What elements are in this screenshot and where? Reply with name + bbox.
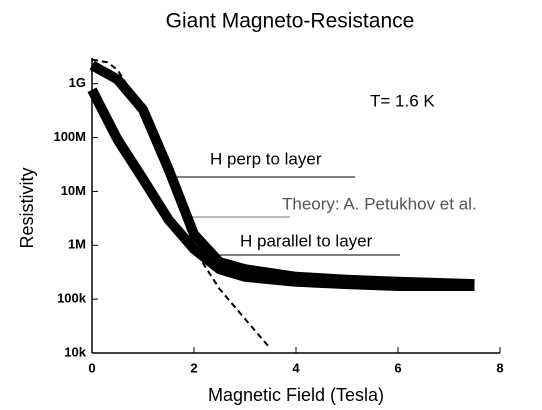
annotation: H perp to layer bbox=[210, 149, 322, 168]
x-tick-label: 0 bbox=[88, 360, 95, 375]
annotation: Theory: A. Petukhov et al. bbox=[282, 194, 477, 213]
y-tick-label: 10k bbox=[64, 344, 86, 359]
x-tick-label: 4 bbox=[292, 360, 300, 375]
annotation: T= 1.6 K bbox=[370, 91, 435, 110]
x-axis-title: Magnetic Field (Tesla) bbox=[208, 385, 384, 405]
series-line bbox=[87, 87, 475, 291]
y-tick-label: 1G bbox=[69, 75, 86, 90]
annotation: H parallel to layer bbox=[240, 231, 373, 250]
y-tick-label: 100k bbox=[57, 291, 87, 306]
y-axis-title: Resistivity bbox=[17, 167, 37, 248]
x-tick-label: 8 bbox=[496, 360, 503, 375]
y-tick-label: 10M bbox=[61, 183, 86, 198]
y-tick-label: 100M bbox=[53, 129, 86, 144]
series-line bbox=[91, 58, 272, 350]
x-tick-label: 2 bbox=[190, 360, 197, 375]
x-tick-label: 6 bbox=[394, 360, 401, 375]
chart-title: Giant Magneto-Resistance bbox=[166, 10, 415, 33]
y-tick-label: 1M bbox=[68, 237, 86, 252]
